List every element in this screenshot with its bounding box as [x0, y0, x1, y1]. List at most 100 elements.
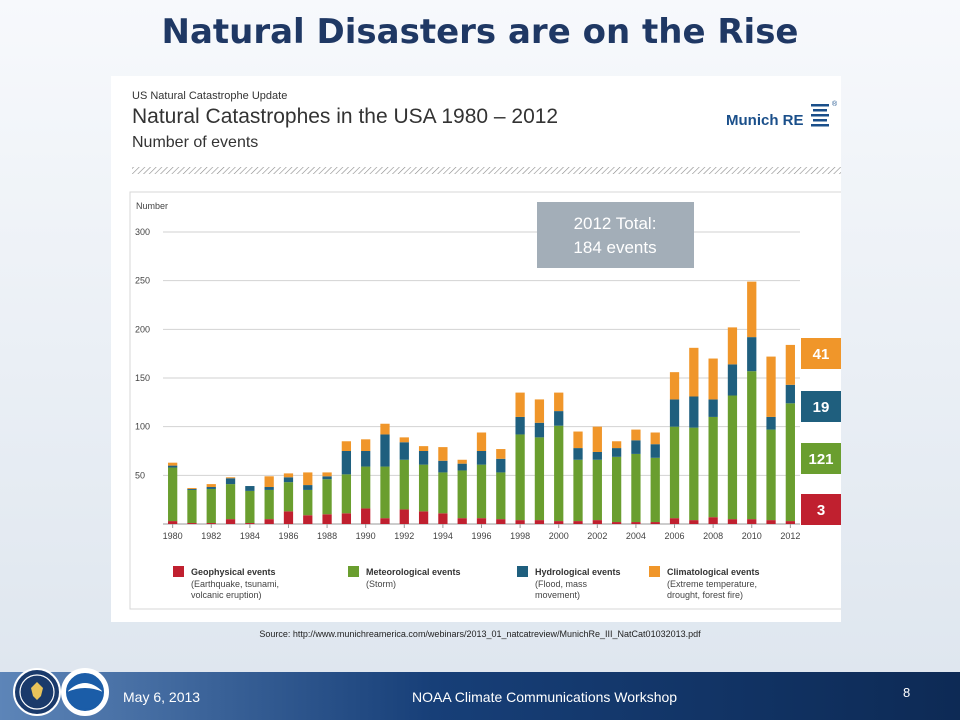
bar-segment [283, 477, 294, 483]
commerce-seal-icon [13, 668, 61, 716]
bar-segment [438, 472, 448, 514]
y-axis-label: Number [136, 201, 168, 211]
bar-segment [689, 427, 699, 521]
bar-segment [457, 459, 467, 464]
bar-segment [669, 426, 680, 519]
legend-desc: drought, forest fire) [667, 590, 743, 600]
bar-segment [380, 518, 390, 524]
side-label-climatological: 41 [801, 338, 841, 369]
bar-segment [361, 508, 371, 524]
bar-segment [322, 476, 332, 480]
bar-segment [476, 451, 487, 465]
x-tick-label: 2000 [549, 531, 569, 541]
bar-segment [747, 519, 757, 524]
bar-segment [399, 509, 409, 524]
footer-bar [0, 672, 960, 720]
bar-segment [592, 520, 602, 524]
legend-label: Geophysical events [191, 567, 276, 577]
page-number: 8 [903, 685, 911, 700]
bar-segment [418, 451, 429, 465]
bar-segment [515, 520, 525, 524]
bar-segment [264, 476, 274, 488]
x-tick-label: 2010 [742, 531, 762, 541]
bar-segment [264, 519, 274, 524]
bar-segment [283, 482, 294, 512]
x-tick-label: 2006 [665, 531, 685, 541]
bar-segment [515, 416, 525, 435]
bar-segment [631, 453, 641, 523]
bar-segment [515, 434, 525, 521]
bar-segment [573, 459, 583, 522]
bar-segment [457, 518, 467, 524]
total-box-line-2: 184 events [573, 238, 656, 257]
bar-segment [206, 487, 216, 489]
source-citation: Source: http://www.munichreamerica.com/w… [259, 629, 701, 639]
bar-segment [225, 478, 236, 485]
bar-segment [303, 472, 313, 486]
legend-swatch [517, 566, 528, 577]
legend-desc: (Storm) [366, 579, 396, 589]
legend-swatch [649, 566, 660, 577]
bar-segment [766, 429, 776, 521]
bar-segment [747, 337, 757, 372]
x-tick-label: 1994 [433, 531, 453, 541]
bar-segment [187, 488, 197, 490]
bar-segment [554, 521, 564, 524]
bar-segment [534, 437, 545, 521]
bar-segment [573, 521, 583, 524]
bar-segment [785, 521, 795, 524]
bar-segment [766, 520, 776, 524]
total-box-line-1: 2012 Total: [574, 214, 657, 233]
y-tick-label: 50 [135, 470, 145, 480]
bar-segment [747, 281, 757, 338]
bar-segment [785, 344, 795, 385]
side-label-value: 121 [808, 451, 833, 468]
x-tick-label: 1988 [317, 531, 337, 541]
x-tick-label: 2004 [626, 531, 646, 541]
bar-segment [418, 464, 429, 512]
bar-segment [708, 517, 718, 524]
bar-segment [303, 489, 313, 516]
bar-segment [785, 403, 795, 522]
footer-date: May 6, 2013 [123, 689, 201, 705]
legend: Geophysical events (Earthquake, tsunami,… [173, 566, 760, 600]
bar-segment [708, 399, 718, 417]
bar-segment [341, 474, 352, 514]
bar-segment [168, 521, 178, 524]
bar-segment [399, 459, 409, 510]
bar-segment [534, 520, 545, 524]
bar-segment [573, 431, 583, 449]
bar-segment [631, 440, 641, 454]
plot-area [129, 191, 847, 610]
bar-segment [592, 451, 602, 460]
bar-segment [341, 513, 352, 524]
x-tick-label: 2012 [780, 531, 800, 541]
bar-segment [689, 347, 699, 397]
bar-segment [727, 395, 738, 520]
side-label-hydrological: 19 [801, 391, 841, 422]
bar-segment [650, 522, 660, 524]
bar-segment [168, 467, 178, 522]
bar-segment [245, 523, 255, 524]
bar-segment [168, 465, 178, 468]
legend-label: Hydrological events [535, 567, 621, 577]
y-tick-label: 100 [135, 422, 150, 432]
bar-segment [206, 484, 216, 488]
bar-segment [418, 446, 429, 451]
bar-segment [245, 490, 255, 524]
bar-segment [418, 511, 429, 524]
bar-segment [650, 444, 660, 458]
bar-segment [611, 456, 622, 523]
bar-segment [380, 423, 390, 435]
bar-segment [438, 460, 448, 473]
bar-segment [554, 411, 564, 426]
legend-desc: (Earthquake, tsunami, [191, 579, 279, 589]
bar-segment [631, 429, 641, 441]
noaa-logo-icon [61, 668, 109, 716]
legend-item-meteorological: Meteorological events (Storm) [348, 566, 461, 589]
bar-segment [303, 485, 313, 490]
bar-segment [187, 487, 197, 489]
registered-mark: ® [832, 100, 838, 108]
bar-segment [361, 439, 371, 451]
x-tick-label: 1986 [278, 531, 298, 541]
